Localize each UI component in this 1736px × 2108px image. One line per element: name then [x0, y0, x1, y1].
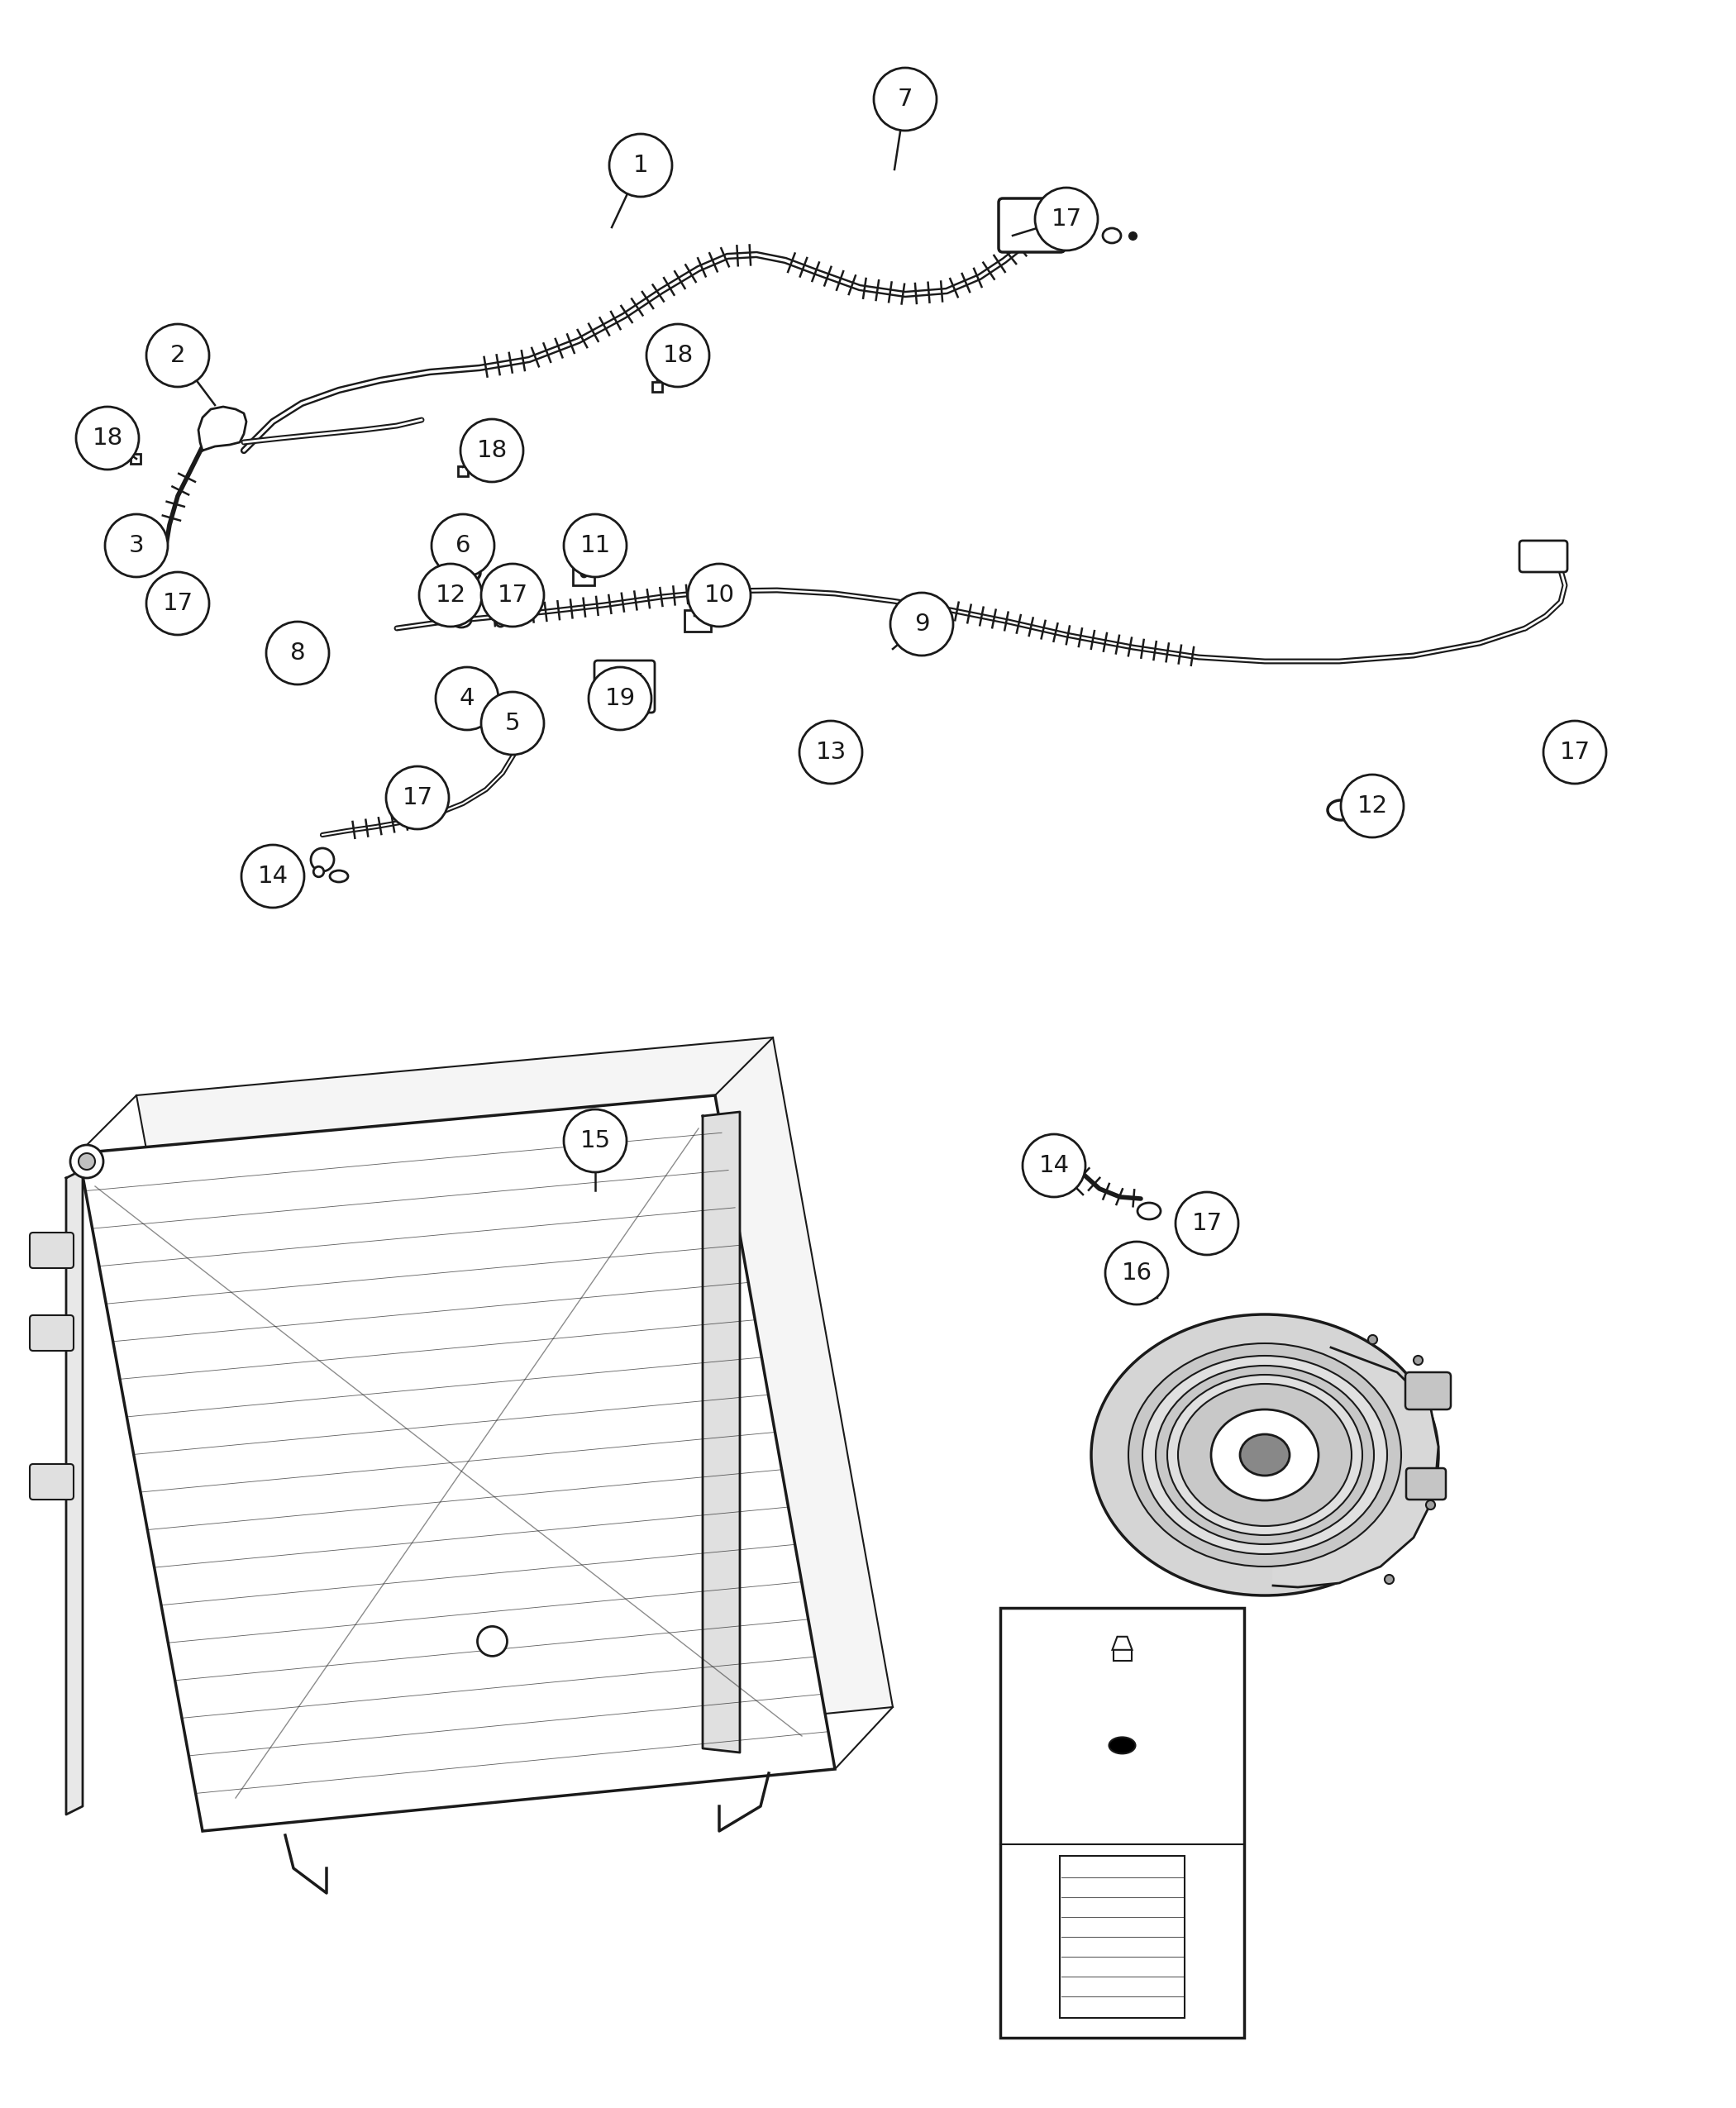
Circle shape	[1035, 188, 1097, 251]
Circle shape	[146, 325, 208, 388]
Circle shape	[146, 571, 208, 635]
Circle shape	[564, 1109, 627, 1172]
Text: 17: 17	[1559, 740, 1590, 763]
Ellipse shape	[1179, 1383, 1352, 1526]
Circle shape	[436, 666, 498, 729]
Ellipse shape	[451, 613, 470, 628]
Ellipse shape	[1328, 801, 1354, 820]
FancyBboxPatch shape	[573, 567, 594, 586]
Text: 14: 14	[257, 864, 288, 887]
Circle shape	[418, 563, 483, 626]
Circle shape	[873, 67, 937, 131]
FancyBboxPatch shape	[684, 609, 712, 632]
Circle shape	[76, 407, 139, 470]
Circle shape	[477, 1627, 507, 1657]
Circle shape	[69, 1145, 104, 1178]
Circle shape	[799, 721, 863, 784]
Text: 7: 7	[898, 89, 913, 112]
Circle shape	[564, 514, 627, 578]
Circle shape	[1175, 1191, 1238, 1254]
Polygon shape	[703, 1111, 740, 1752]
Circle shape	[78, 1153, 95, 1170]
Ellipse shape	[1102, 228, 1121, 242]
Circle shape	[432, 514, 495, 578]
FancyBboxPatch shape	[1000, 1608, 1245, 2038]
Text: 5: 5	[505, 713, 521, 736]
Circle shape	[481, 691, 543, 755]
Circle shape	[609, 135, 672, 196]
Circle shape	[891, 592, 953, 656]
Text: 12: 12	[436, 584, 465, 607]
FancyBboxPatch shape	[1406, 1467, 1446, 1499]
Ellipse shape	[1142, 1355, 1387, 1554]
Polygon shape	[137, 1037, 892, 1769]
FancyBboxPatch shape	[1113, 1648, 1132, 1661]
Ellipse shape	[1240, 1433, 1290, 1476]
Text: 14: 14	[1038, 1153, 1069, 1176]
Text: 11: 11	[580, 533, 611, 557]
Polygon shape	[1272, 1347, 1439, 1587]
Text: 4: 4	[460, 687, 474, 710]
Text: 19: 19	[604, 687, 635, 710]
Text: 9: 9	[915, 613, 929, 637]
Circle shape	[646, 325, 710, 388]
FancyBboxPatch shape	[30, 1315, 73, 1351]
FancyBboxPatch shape	[998, 198, 1064, 253]
Polygon shape	[198, 407, 247, 451]
Circle shape	[589, 666, 651, 729]
Circle shape	[481, 563, 543, 626]
Text: 17: 17	[163, 592, 193, 616]
FancyBboxPatch shape	[30, 1233, 73, 1269]
Text: 16: 16	[1121, 1261, 1153, 1284]
Text: 6: 6	[455, 533, 470, 557]
Ellipse shape	[1092, 1315, 1439, 1596]
Ellipse shape	[1156, 1366, 1373, 1545]
Ellipse shape	[330, 871, 347, 881]
FancyBboxPatch shape	[594, 660, 654, 713]
Circle shape	[1023, 1134, 1085, 1197]
Ellipse shape	[1128, 1343, 1401, 1566]
Circle shape	[311, 847, 333, 871]
Polygon shape	[1113, 1636, 1132, 1651]
Text: 18: 18	[92, 426, 123, 449]
FancyBboxPatch shape	[1059, 1855, 1184, 2017]
Polygon shape	[66, 1170, 83, 1815]
Circle shape	[104, 514, 168, 578]
Text: 18: 18	[476, 438, 507, 462]
Text: 8: 8	[290, 641, 306, 664]
Circle shape	[241, 845, 304, 909]
FancyBboxPatch shape	[1406, 1372, 1451, 1410]
Text: 18: 18	[663, 344, 693, 367]
Text: 13: 13	[816, 740, 845, 763]
Circle shape	[460, 419, 523, 483]
Text: 17: 17	[1050, 207, 1082, 230]
Ellipse shape	[457, 563, 481, 582]
Ellipse shape	[1137, 1204, 1161, 1218]
Polygon shape	[78, 1096, 835, 1832]
Text: 12: 12	[1358, 795, 1387, 818]
Circle shape	[1543, 721, 1606, 784]
Text: 17: 17	[496, 584, 528, 607]
FancyBboxPatch shape	[30, 1465, 73, 1499]
Ellipse shape	[1109, 1737, 1135, 1754]
Text: 17: 17	[403, 786, 432, 809]
Circle shape	[1106, 1242, 1168, 1305]
Text: 2: 2	[170, 344, 186, 367]
Circle shape	[1340, 774, 1404, 837]
Circle shape	[266, 622, 330, 685]
Circle shape	[385, 767, 450, 828]
Text: 15: 15	[580, 1130, 611, 1153]
Text: 10: 10	[703, 584, 734, 607]
Text: 1: 1	[634, 154, 648, 177]
Text: 3: 3	[128, 533, 144, 557]
Ellipse shape	[1212, 1410, 1319, 1501]
FancyBboxPatch shape	[1519, 540, 1568, 571]
Circle shape	[687, 563, 750, 626]
Text: 17: 17	[1191, 1212, 1222, 1235]
Ellipse shape	[1167, 1374, 1363, 1535]
